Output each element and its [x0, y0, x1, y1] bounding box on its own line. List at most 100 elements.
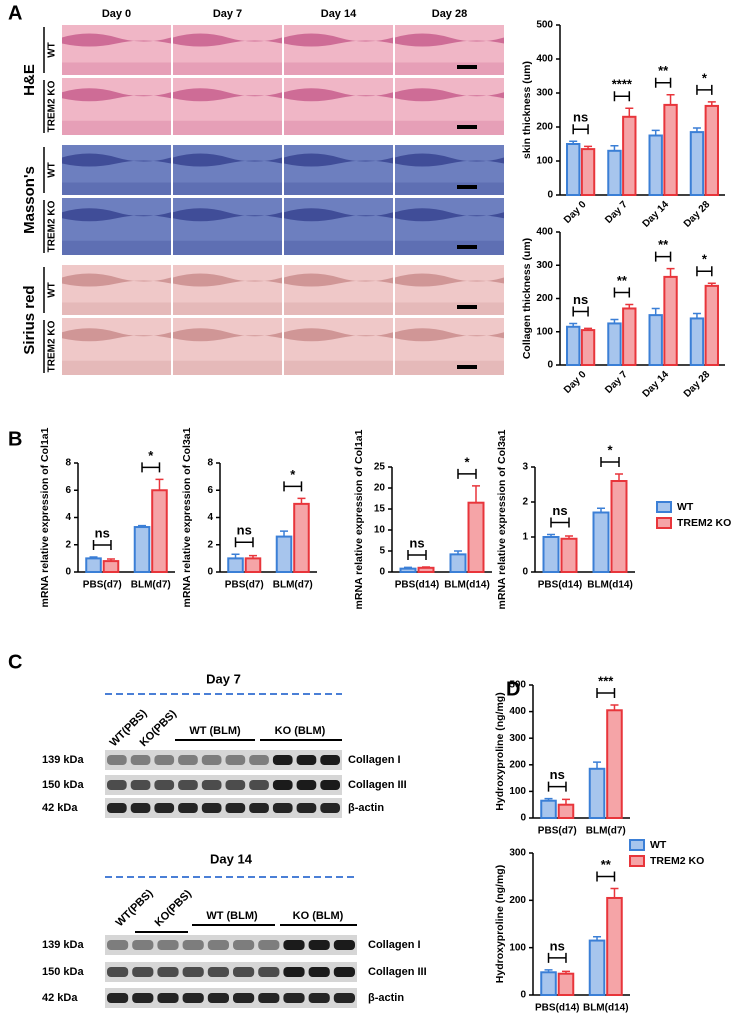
bar	[244, 557, 262, 573]
y-tick-label: 20	[374, 483, 386, 494]
bar	[689, 317, 705, 367]
error-bar	[707, 101, 716, 106]
blot-band	[182, 940, 204, 950]
tissue-lower	[284, 360, 393, 375]
blot-band	[272, 780, 293, 790]
significance-label: ****	[612, 77, 633, 92]
error-bar	[422, 566, 430, 568]
histology-image	[173, 78, 282, 135]
blot-band	[283, 940, 305, 950]
error-bar	[569, 322, 578, 327]
tissue-layer	[62, 153, 171, 167]
tissue-lower	[62, 302, 171, 315]
bar	[399, 567, 417, 574]
lane-label: KO (BLM)	[275, 725, 326, 737]
y-tick-label: 2	[207, 539, 213, 550]
y-tick-label: 25	[374, 462, 386, 473]
scale-bar	[457, 125, 477, 129]
histology-image	[284, 265, 393, 315]
tissue-layer	[173, 273, 282, 287]
significance-bracket	[572, 306, 589, 317]
bar	[467, 501, 485, 574]
band-size: 150 kDa	[42, 966, 84, 978]
band-size: 42 kDa	[42, 992, 78, 1004]
y-axis-label: Hydroxyproline (ng/mg)	[494, 692, 506, 810]
tissue-layer	[284, 33, 393, 47]
bar	[133, 526, 151, 573]
blot-band	[225, 803, 246, 813]
band-size: 139 kDa	[42, 939, 84, 951]
blot-band	[107, 755, 127, 765]
y-tick-label: 200	[536, 293, 553, 304]
tissue-layer	[284, 208, 393, 222]
significance-label: ns	[550, 767, 565, 782]
significance-bracket	[550, 517, 570, 528]
blot-title: Day 14	[210, 851, 253, 866]
significance-label: ns	[573, 292, 588, 307]
lane-label: WT (BLM)	[189, 725, 241, 737]
y-tick-label: 100	[536, 156, 553, 167]
histology-image	[284, 198, 393, 255]
legend-swatch	[629, 839, 645, 851]
blot-band	[154, 803, 175, 813]
y-tick-label: 6	[65, 485, 71, 496]
blot-band	[178, 780, 198, 790]
tissue-lower	[395, 120, 504, 135]
histology-image	[284, 78, 393, 135]
significance-bracket	[283, 481, 303, 492]
bar	[293, 502, 310, 573]
blot-band	[296, 803, 317, 813]
tissue-lower	[173, 360, 282, 375]
error-bar	[584, 327, 593, 331]
blot-band	[272, 755, 293, 765]
error-bar	[89, 556, 98, 559]
bar	[588, 939, 606, 996]
significance-label: **	[658, 63, 669, 78]
genotype-label: TREM2 KO	[47, 200, 58, 252]
lane-label: WT(PBS)	[114, 887, 156, 929]
y-tick-label: 300	[536, 88, 553, 99]
histology-image	[284, 25, 393, 75]
tissue-layer	[173, 208, 282, 222]
bar	[566, 143, 581, 196]
blot-band	[107, 780, 127, 790]
genotype-label: TREM2 KO	[47, 80, 58, 132]
bar	[275, 535, 293, 574]
tissue-layer	[395, 273, 504, 287]
bar	[663, 103, 678, 196]
error-bar	[625, 303, 634, 309]
significance-label: *	[607, 442, 613, 457]
histology-image	[395, 198, 504, 255]
histology-image	[62, 318, 171, 375]
y-tick-label: 3	[522, 462, 528, 473]
histology-image	[62, 78, 171, 135]
significance-bracket	[234, 537, 254, 548]
bar	[606, 709, 623, 820]
significance-label: ns	[550, 938, 565, 953]
bar	[622, 115, 637, 196]
tissue-layer	[62, 33, 171, 47]
blot-band	[333, 940, 355, 950]
y-tick-label: 300	[536, 260, 553, 271]
error-bar	[248, 554, 257, 559]
tissue-layer	[62, 208, 171, 222]
y-tick-label: 15	[374, 504, 386, 515]
bar	[540, 971, 557, 997]
error-bar	[231, 553, 240, 559]
x-tick-label: Day 0	[562, 369, 589, 396]
tissue-lower	[395, 360, 504, 375]
error-bar	[666, 93, 675, 105]
day-label: Day 7	[213, 8, 242, 20]
significance-bracket	[696, 84, 713, 95]
error-bar	[454, 550, 462, 555]
error-bar	[297, 497, 306, 504]
blot-band	[333, 993, 355, 1003]
error-bar	[651, 307, 660, 316]
y-tick-label: 400	[536, 54, 553, 65]
blot-band	[182, 993, 204, 1003]
bar	[85, 557, 102, 573]
bar	[663, 275, 678, 367]
significance-label: ns	[573, 110, 588, 125]
y-tick-label: 8	[207, 458, 213, 469]
error-bar	[544, 969, 553, 973]
